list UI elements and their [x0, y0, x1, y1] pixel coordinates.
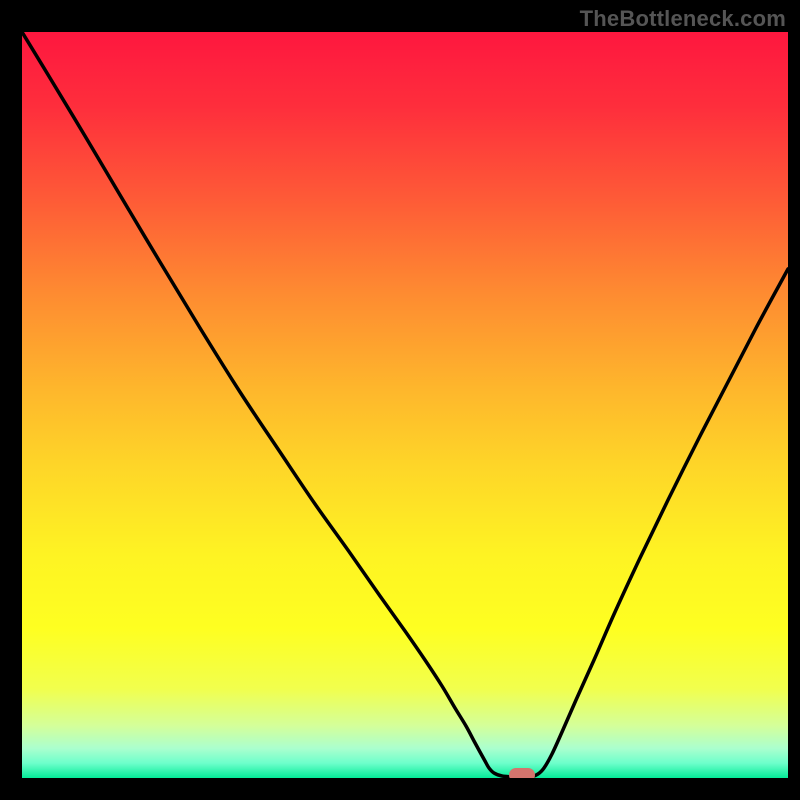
border-left — [0, 0, 22, 800]
chart-canvas: TheBottleneck.com — [0, 0, 800, 800]
watermark-text: TheBottleneck.com — [580, 6, 786, 32]
plot-area — [22, 32, 788, 778]
optimal-point-marker — [509, 768, 535, 778]
border-bottom — [0, 778, 800, 800]
border-right — [788, 0, 800, 800]
bottleneck-curve — [22, 32, 788, 778]
